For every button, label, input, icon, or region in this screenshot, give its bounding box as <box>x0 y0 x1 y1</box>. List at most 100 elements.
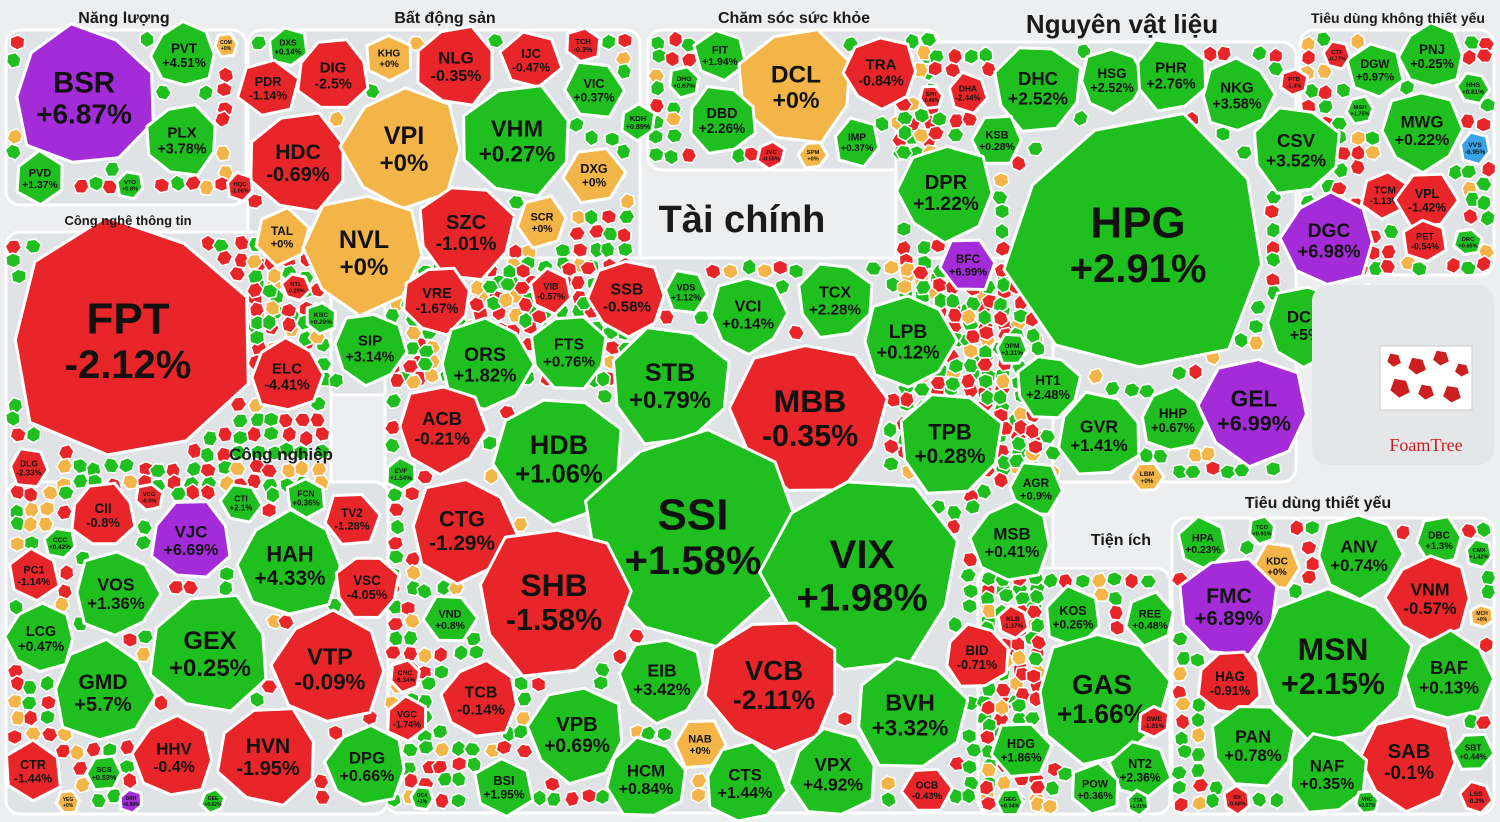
minor-cell[interactable] <box>560 260 578 278</box>
stock-cell-sip[interactable]: SIP+3.14% <box>333 313 409 388</box>
minor-cell[interactable] <box>1074 572 1092 590</box>
minor-cell[interactable] <box>233 234 250 252</box>
minor-cell[interactable] <box>71 472 89 490</box>
stock-cell-vds[interactable]: VDS+1.12% <box>664 269 709 315</box>
minor-cell[interactable] <box>1265 239 1281 258</box>
minor-cell[interactable] <box>992 471 1010 490</box>
minor-cell[interactable] <box>8 515 27 533</box>
minor-cell[interactable] <box>1190 726 1207 745</box>
stock-cell-lss[interactable]: LSS-0.2% <box>1458 779 1495 815</box>
minor-cell[interactable] <box>961 597 979 615</box>
minor-cell[interactable] <box>24 238 43 255</box>
stock-cell-tra[interactable]: TRA-0.84% <box>841 36 917 111</box>
minor-cell[interactable] <box>581 787 598 805</box>
minor-cell[interactable] <box>387 501 406 518</box>
minor-cell[interactable] <box>181 578 200 597</box>
minor-cell[interactable] <box>71 760 89 777</box>
minor-cell[interactable] <box>1107 590 1124 607</box>
stock-cell-yeg[interactable]: YEG+0% <box>54 789 81 815</box>
minor-cell[interactable] <box>217 65 235 85</box>
minor-cell[interactable] <box>617 208 636 225</box>
stock-cell-shb[interactable]: SHB-1.58% <box>479 528 633 678</box>
minor-cell[interactable] <box>976 372 995 390</box>
minor-cell[interactable] <box>1316 62 1334 80</box>
stock-cell-tcx[interactable]: TCX+2.28% <box>797 262 874 339</box>
minor-cell[interactable] <box>1215 125 1232 143</box>
stock-cell-ctf[interactable]: CTF-0.77% <box>1321 39 1352 71</box>
minor-cell[interactable] <box>1264 460 1282 478</box>
minor-cell[interactable] <box>1394 523 1411 542</box>
minor-cell[interactable] <box>1300 539 1318 557</box>
stock-cell-agr[interactable]: AGR+0.9% <box>1008 461 1064 516</box>
minor-cell[interactable] <box>481 434 498 452</box>
minor-cell[interactable] <box>787 262 805 280</box>
minor-cell[interactable] <box>927 60 944 78</box>
minor-cell[interactable] <box>90 792 108 809</box>
minor-cell[interactable] <box>134 534 153 552</box>
minor-cell[interactable] <box>216 459 234 476</box>
minor-cell[interactable] <box>975 356 995 373</box>
minor-cell[interactable] <box>233 251 250 269</box>
minor-cell[interactable] <box>9 535 26 553</box>
minor-cell[interactable] <box>25 425 42 444</box>
stock-cell-cmx[interactable]: CMX+1.42% <box>1464 537 1494 569</box>
minor-cell[interactable] <box>1028 587 1046 606</box>
minor-cell[interactable] <box>692 309 710 326</box>
minor-cell[interactable] <box>21 679 39 696</box>
minor-cell[interactable] <box>169 174 187 193</box>
minor-cell[interactable] <box>947 113 966 129</box>
minor-cell[interactable] <box>895 220 913 238</box>
minor-cell[interactable] <box>134 646 152 663</box>
stock-cell-gee[interactable]: GEE+0.62% <box>199 787 227 815</box>
minor-cell[interactable] <box>216 425 234 443</box>
minor-cell[interactable] <box>154 83 173 101</box>
minor-cell[interactable] <box>22 486 39 504</box>
minor-cell[interactable] <box>1026 141 1045 157</box>
minor-cell[interactable] <box>231 429 249 446</box>
minor-cell[interactable] <box>402 629 419 647</box>
stock-cell-ht1[interactable]: HT1+2.48% <box>1016 355 1082 420</box>
minor-cell[interactable] <box>1151 448 1169 465</box>
stock-cell-hhs[interactable]: HHS+0.81% <box>1455 71 1492 105</box>
minor-cell[interactable] <box>264 299 281 318</box>
stock-cell-lcg[interactable]: LCG+0.47% <box>3 601 75 673</box>
minor-cell[interactable] <box>665 127 684 144</box>
minor-cell[interactable] <box>261 501 278 519</box>
minor-cell[interactable] <box>84 740 103 759</box>
minor-cell[interactable] <box>328 371 345 390</box>
stock-cell-bwe[interactable]: BWE-1.01% <box>1137 704 1171 739</box>
stock-cell-mch[interactable]: MCH+0% <box>1468 603 1495 629</box>
minor-cell[interactable] <box>1264 250 1282 269</box>
minor-cell[interactable] <box>167 579 186 596</box>
minor-cell[interactable] <box>1024 422 1040 441</box>
stock-cell-msb[interactable]: MSB+0.41% <box>968 499 1051 582</box>
stock-cell-idi[interactable]: IDI-0.68% <box>1222 784 1251 817</box>
minor-cell[interactable] <box>721 263 740 280</box>
minor-cell[interactable] <box>964 295 982 312</box>
stock-cell-pvd[interactable]: PVD+1.37% <box>15 149 64 207</box>
stock-cell-ctg[interactable]: CTG-1.29% <box>411 478 519 586</box>
minor-cell[interactable] <box>993 202 1011 220</box>
minor-cell[interactable] <box>543 775 562 793</box>
minor-cell[interactable] <box>57 443 75 462</box>
minor-cell[interactable] <box>1350 129 1367 147</box>
stock-cell-vic[interactable]: VIC+0.37% <box>563 60 627 119</box>
minor-cell[interactable] <box>1266 60 1285 78</box>
minor-cell[interactable] <box>994 698 1010 717</box>
minor-cell[interactable] <box>836 710 853 728</box>
minor-cell[interactable] <box>569 274 587 291</box>
stock-cell-plx[interactable]: PLX+3.78% <box>145 103 217 177</box>
minor-cell[interactable] <box>977 324 996 342</box>
stock-cell-phr[interactable]: PHR+2.76% <box>1136 38 1208 113</box>
stock-cell-baf[interactable]: BAF+0.13% <box>1403 628 1496 720</box>
minor-cell[interactable] <box>584 128 600 148</box>
minor-cell[interactable] <box>680 146 698 164</box>
minor-cell[interactable] <box>963 498 982 516</box>
minor-cell[interactable] <box>1044 779 1061 797</box>
minor-cell[interactable] <box>4 409 21 428</box>
stock-cell-vre[interactable]: VRE-1.67% <box>402 266 471 337</box>
minor-cell[interactable] <box>958 566 978 584</box>
stock-cell-vtp[interactable]: VTP-0.09% <box>269 608 385 723</box>
minor-cell[interactable] <box>1026 650 1045 668</box>
stock-cell-dpg[interactable]: DPG+0.66% <box>323 723 406 806</box>
